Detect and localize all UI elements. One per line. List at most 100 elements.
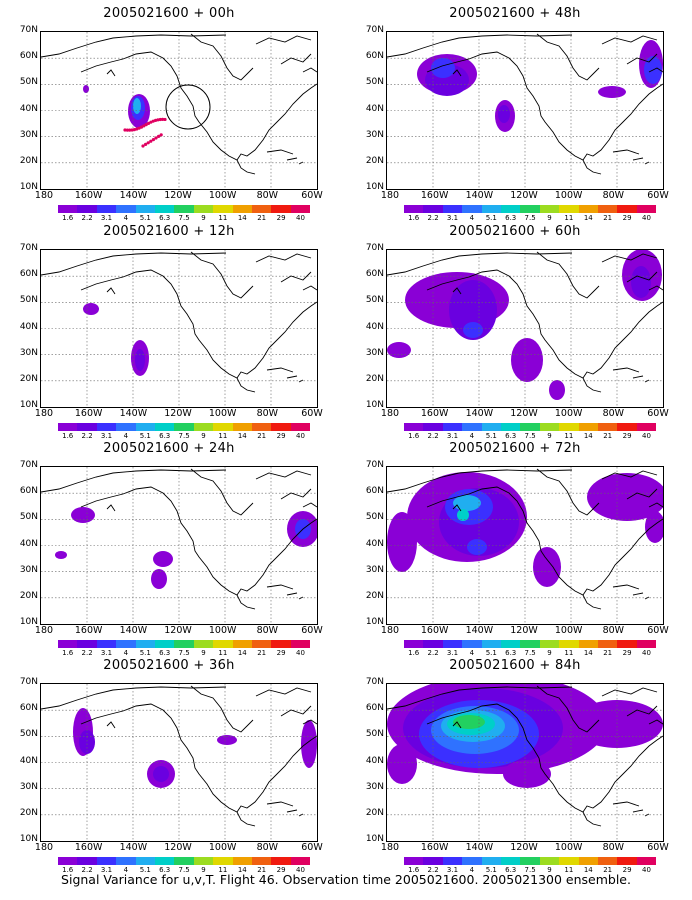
colorbar-label: 1.6 [408,432,420,440]
colorbar-swatch [520,640,540,648]
lon-tick-label: 80W [602,190,625,201]
colorbar-swatch [193,640,214,648]
colorbar-label: 21 [257,649,267,657]
colorbar-label: 3.1 [100,649,113,657]
lat-tick-label: 70N [365,677,384,687]
lon-tick-label: 120W [164,842,192,853]
lon-tick-label: 60W [647,625,669,636]
lat-tick-label: 10N [365,400,384,410]
coastline [426,269,663,379]
coastline [280,705,312,717]
colorbar-label: 3.1 [100,214,113,222]
colorbar-label: 21 [603,866,613,874]
observation-point [158,117,162,122]
map-frame [40,31,318,190]
colorbar-label: 4 [123,649,129,657]
colorbar-swatch [636,205,657,213]
colorbar-swatch [423,205,443,213]
colorbar-label: 14 [237,432,247,440]
colorbar-swatch [442,423,463,431]
lon-tick-label: 60W [301,842,323,853]
lat-tick-label: 60N [365,486,384,497]
coastline [106,287,116,295]
colorbar-label: 9 [201,866,206,874]
colorbar-swatch [116,640,136,648]
colorbar-swatch [174,857,194,865]
colorbar-label: 40 [642,214,651,222]
coastline [236,159,256,175]
colorbar-swatch [271,640,291,648]
lat-tick-label: 20N [19,155,38,166]
coastline [255,35,312,45]
colorbar-swatch [116,857,136,865]
coastline [298,161,304,165]
lon-tick-label: 180 [380,408,400,419]
colorbar-swatch [462,423,482,431]
coastline [601,35,658,45]
lat-tick-label: 30N [19,347,38,358]
colorbar-swatch [251,205,272,213]
panel-title: 2005021600 + 60h [449,224,581,239]
colorbar-swatch [213,857,233,865]
colorbar-swatch [193,857,214,865]
map-plot [387,684,663,841]
colorbar-label: 1.6 [62,866,74,874]
colorbar-label: 29 [276,214,286,222]
colorbar-label: 7.5 [178,649,190,657]
colorbar-swatch [442,857,463,865]
variance-contour [549,380,565,400]
coastline [106,721,116,729]
lon-tick-label: 100W [208,408,237,419]
lat-tick-label: 20N [19,807,38,818]
coastline [452,287,462,295]
lat-tick-label: 70N [365,243,384,253]
colorbar-swatch [578,857,598,865]
variance-contour [387,744,417,784]
colorbar-label: 14 [237,866,247,874]
colorbar-label: 40 [642,649,651,657]
coastline [601,253,658,263]
colorbar-swatch [404,640,424,648]
colorbar-label: 9 [201,649,206,657]
colorbar-swatch [442,205,463,213]
panel-84h: 2005021600 + 84h 70N 60N 50N 40N 30N 20N 10N 180… [350,654,680,874]
lat-tick-label: 50N [365,512,384,523]
variance-contour [153,766,169,782]
colorbar-swatch [213,640,233,648]
colorbar-swatch [96,423,117,431]
coastline [648,285,663,291]
lon-tick-label: 120W [510,190,538,201]
colorbar-swatch [559,640,579,648]
colorbar-swatch [290,640,311,648]
observation-point [146,141,150,145]
coastline [236,811,256,827]
colorbar-label: 1.6 [62,649,74,657]
lon-tick-label: 140W [465,408,494,419]
lon-tick-label: 120W [164,190,192,201]
colorbar-label: 6.3 [159,432,171,440]
panel-title: 2005021600 + 48h [449,6,581,21]
colorbar-label: 29 [276,866,286,874]
colorbar [58,640,311,648]
lat-tick-label: 40N [365,103,384,114]
colorbar-label: 4 [469,649,475,657]
map-frame [386,466,664,625]
lat-tick-label: 70N [19,25,38,35]
variance-contour [71,507,95,523]
variance-contour [55,551,67,559]
colorbar-swatch [500,640,521,648]
colorbar-swatch [481,640,501,648]
coastline [286,809,298,813]
coastline [387,686,573,710]
colorbar-label: 9 [201,214,206,222]
colorbar-swatch [636,640,657,648]
coastline [644,813,650,817]
coastline [582,811,602,827]
coastline [626,53,658,65]
panel-00h: 2005021600 + 00h 70N 60N 50N 40N 30N 20N 10N 180… [4,2,334,222]
map-plot [41,684,317,841]
colorbar-swatch [617,423,637,431]
lon-tick-label: 180 [34,625,54,636]
lon-tick-label: 160W [420,408,449,419]
coastline [612,149,640,155]
